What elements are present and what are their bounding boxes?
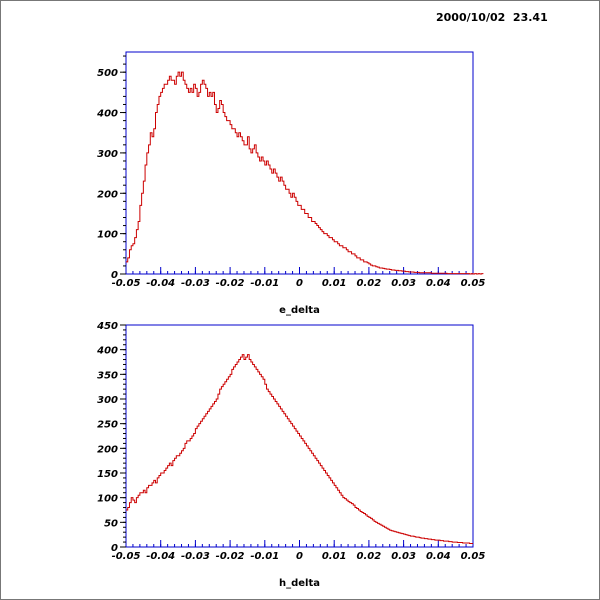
x-axis-title: h_delta [279, 578, 320, 589]
x-tick-label: -0.05 [112, 551, 141, 562]
x-tick-label: 0.05 [461, 278, 486, 289]
x-tick-label: 0.04 [426, 278, 451, 289]
x-tick-label: 0.03 [391, 551, 416, 562]
y-tick-label: 500 [97, 68, 118, 79]
y-tick-label: 400 [96, 109, 118, 120]
x-tick-label: 0.02 [357, 551, 382, 562]
y-tick-label: 50 [104, 518, 118, 529]
x-tick-label: -0.03 [181, 278, 210, 289]
x-tick-label: 0.03 [391, 278, 416, 289]
y-tick-label: 300 [97, 395, 118, 406]
x-tick-label: -0.04 [146, 278, 175, 289]
x-tick-label: 0 [296, 278, 303, 289]
y-tick-label: 250 [97, 420, 118, 431]
x-tick-label: -0.01 [250, 278, 279, 289]
histogram-series [126, 354, 473, 545]
x-tick-label: 0 [296, 551, 303, 562]
y-tick-label: 0 [111, 543, 118, 554]
x-tick-label: 0.05 [461, 551, 486, 562]
x-tick-label: -0.01 [250, 551, 279, 562]
y-tick-label: 300 [97, 149, 118, 160]
y-tick-label: 450 [96, 321, 118, 332]
timestamp: 2000/10/02 23.41 [436, 11, 548, 24]
x-tick-label: -0.02 [216, 278, 245, 289]
x-tick-label: -0.02 [216, 551, 245, 562]
x-tick-label: 0.01 [322, 551, 347, 562]
y-tick-label: 350 [97, 370, 118, 381]
y-tick-label: 200 [97, 189, 118, 200]
x-tick-label: 0.02 [357, 278, 382, 289]
x-axis-title: e_delta [279, 305, 320, 316]
y-tick-label: 100 [97, 230, 118, 241]
x-tick-label: 0.01 [322, 278, 347, 289]
x-tick-label: -0.05 [112, 278, 141, 289]
y-tick-label: 0 [111, 270, 118, 281]
histogram-series [126, 71, 484, 275]
y-tick-label: 200 [97, 444, 118, 455]
plot-frame [125, 51, 474, 275]
histogram-panel-2: -0.05 -0.04 -0.03 -0.02 -0.01 0 0.01 0.02 0.03 0.… [96, 321, 485, 589]
x-tick-label: 0.04 [426, 551, 451, 562]
y-tick-label: 400 [96, 346, 118, 357]
y-tick-label: 150 [97, 469, 118, 480]
x-tick-label: -0.04 [146, 551, 175, 562]
histogram-panel-1: -0.05 -0.04 -0.03 -0.02 -0.01 0 0.01 0.02 0.03 0.… [96, 51, 486, 316]
y-tick-label: 100 [97, 494, 118, 505]
x-tick-label: -0.03 [181, 551, 210, 562]
